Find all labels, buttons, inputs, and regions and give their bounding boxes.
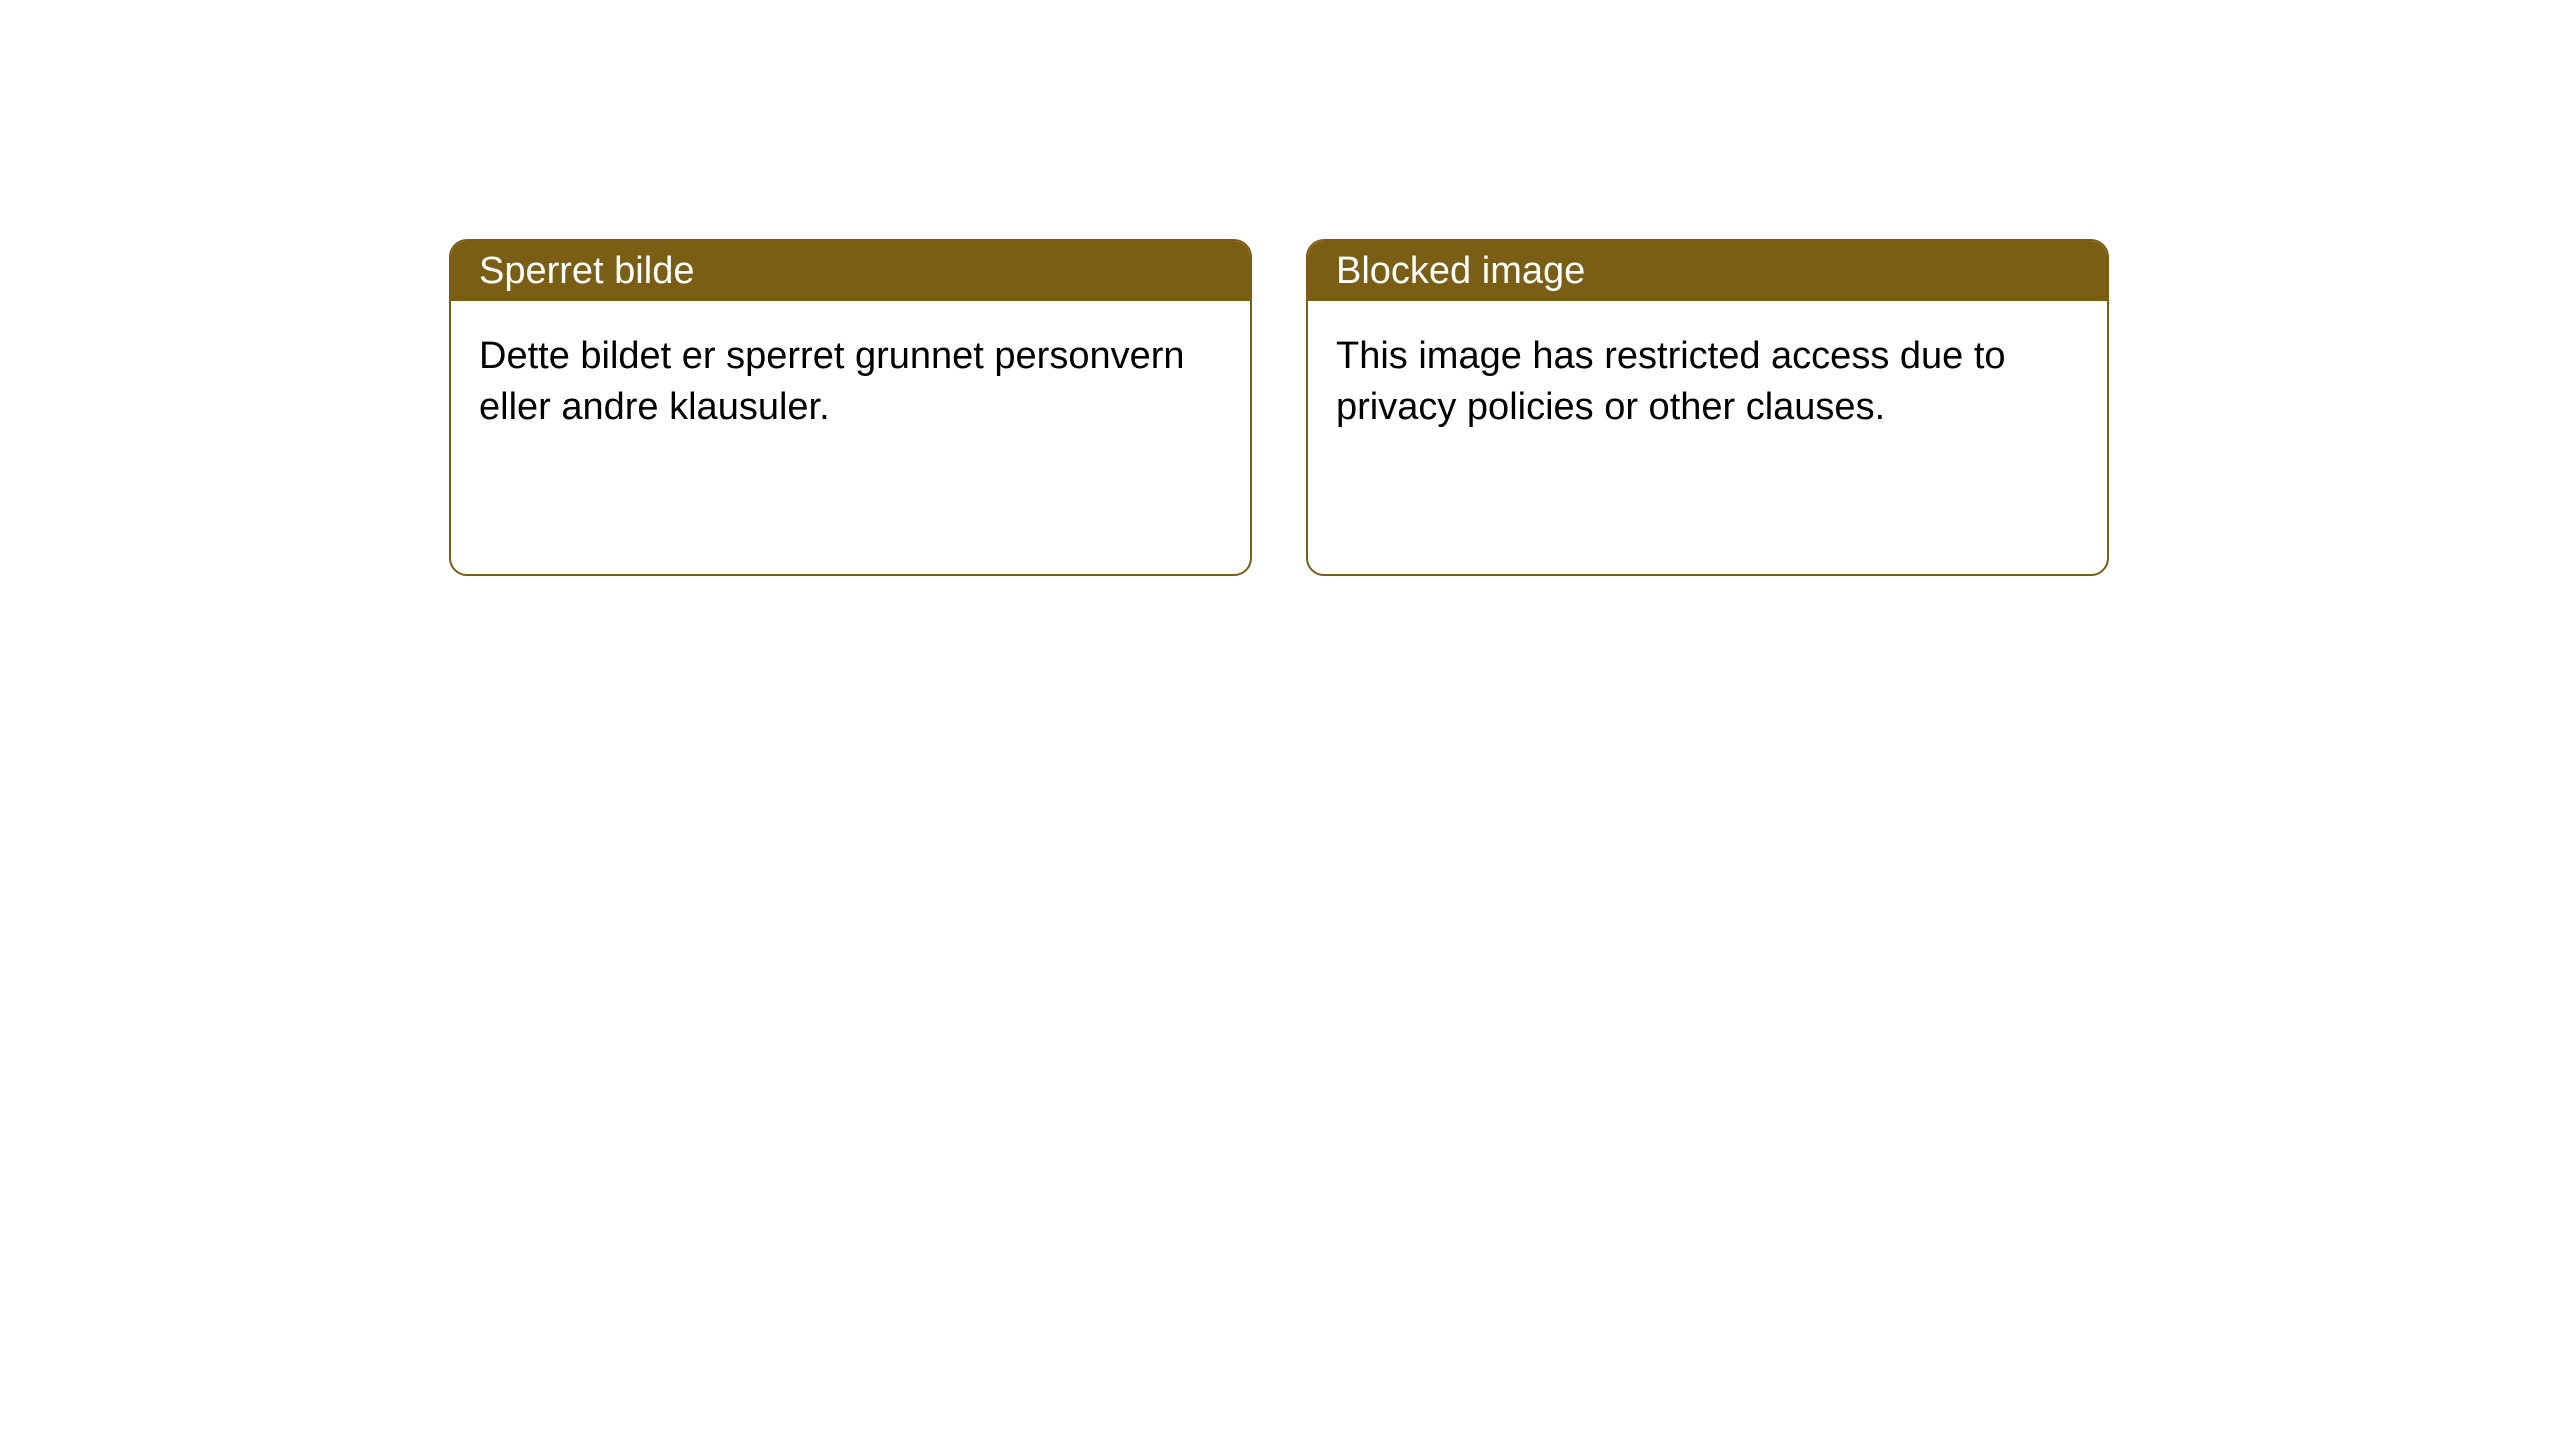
notice-card-english: Blocked image This image has restricted … [1306,239,2109,576]
notice-title: Blocked image [1336,250,1585,293]
notice-header: Blocked image [1308,241,2107,301]
notice-cards-container: Sperret bilde Dette bildet er sperret gr… [449,239,2109,576]
notice-message: Dette bildet er sperret grunnet personve… [479,335,1185,428]
notice-body: Dette bildet er sperret grunnet personve… [451,301,1250,464]
notice-message: This image has restricted access due to … [1336,335,2006,428]
notice-header: Sperret bilde [451,241,1250,301]
notice-title: Sperret bilde [479,250,694,293]
notice-body: This image has restricted access due to … [1308,301,2107,464]
notice-card-norwegian: Sperret bilde Dette bildet er sperret gr… [449,239,1252,576]
